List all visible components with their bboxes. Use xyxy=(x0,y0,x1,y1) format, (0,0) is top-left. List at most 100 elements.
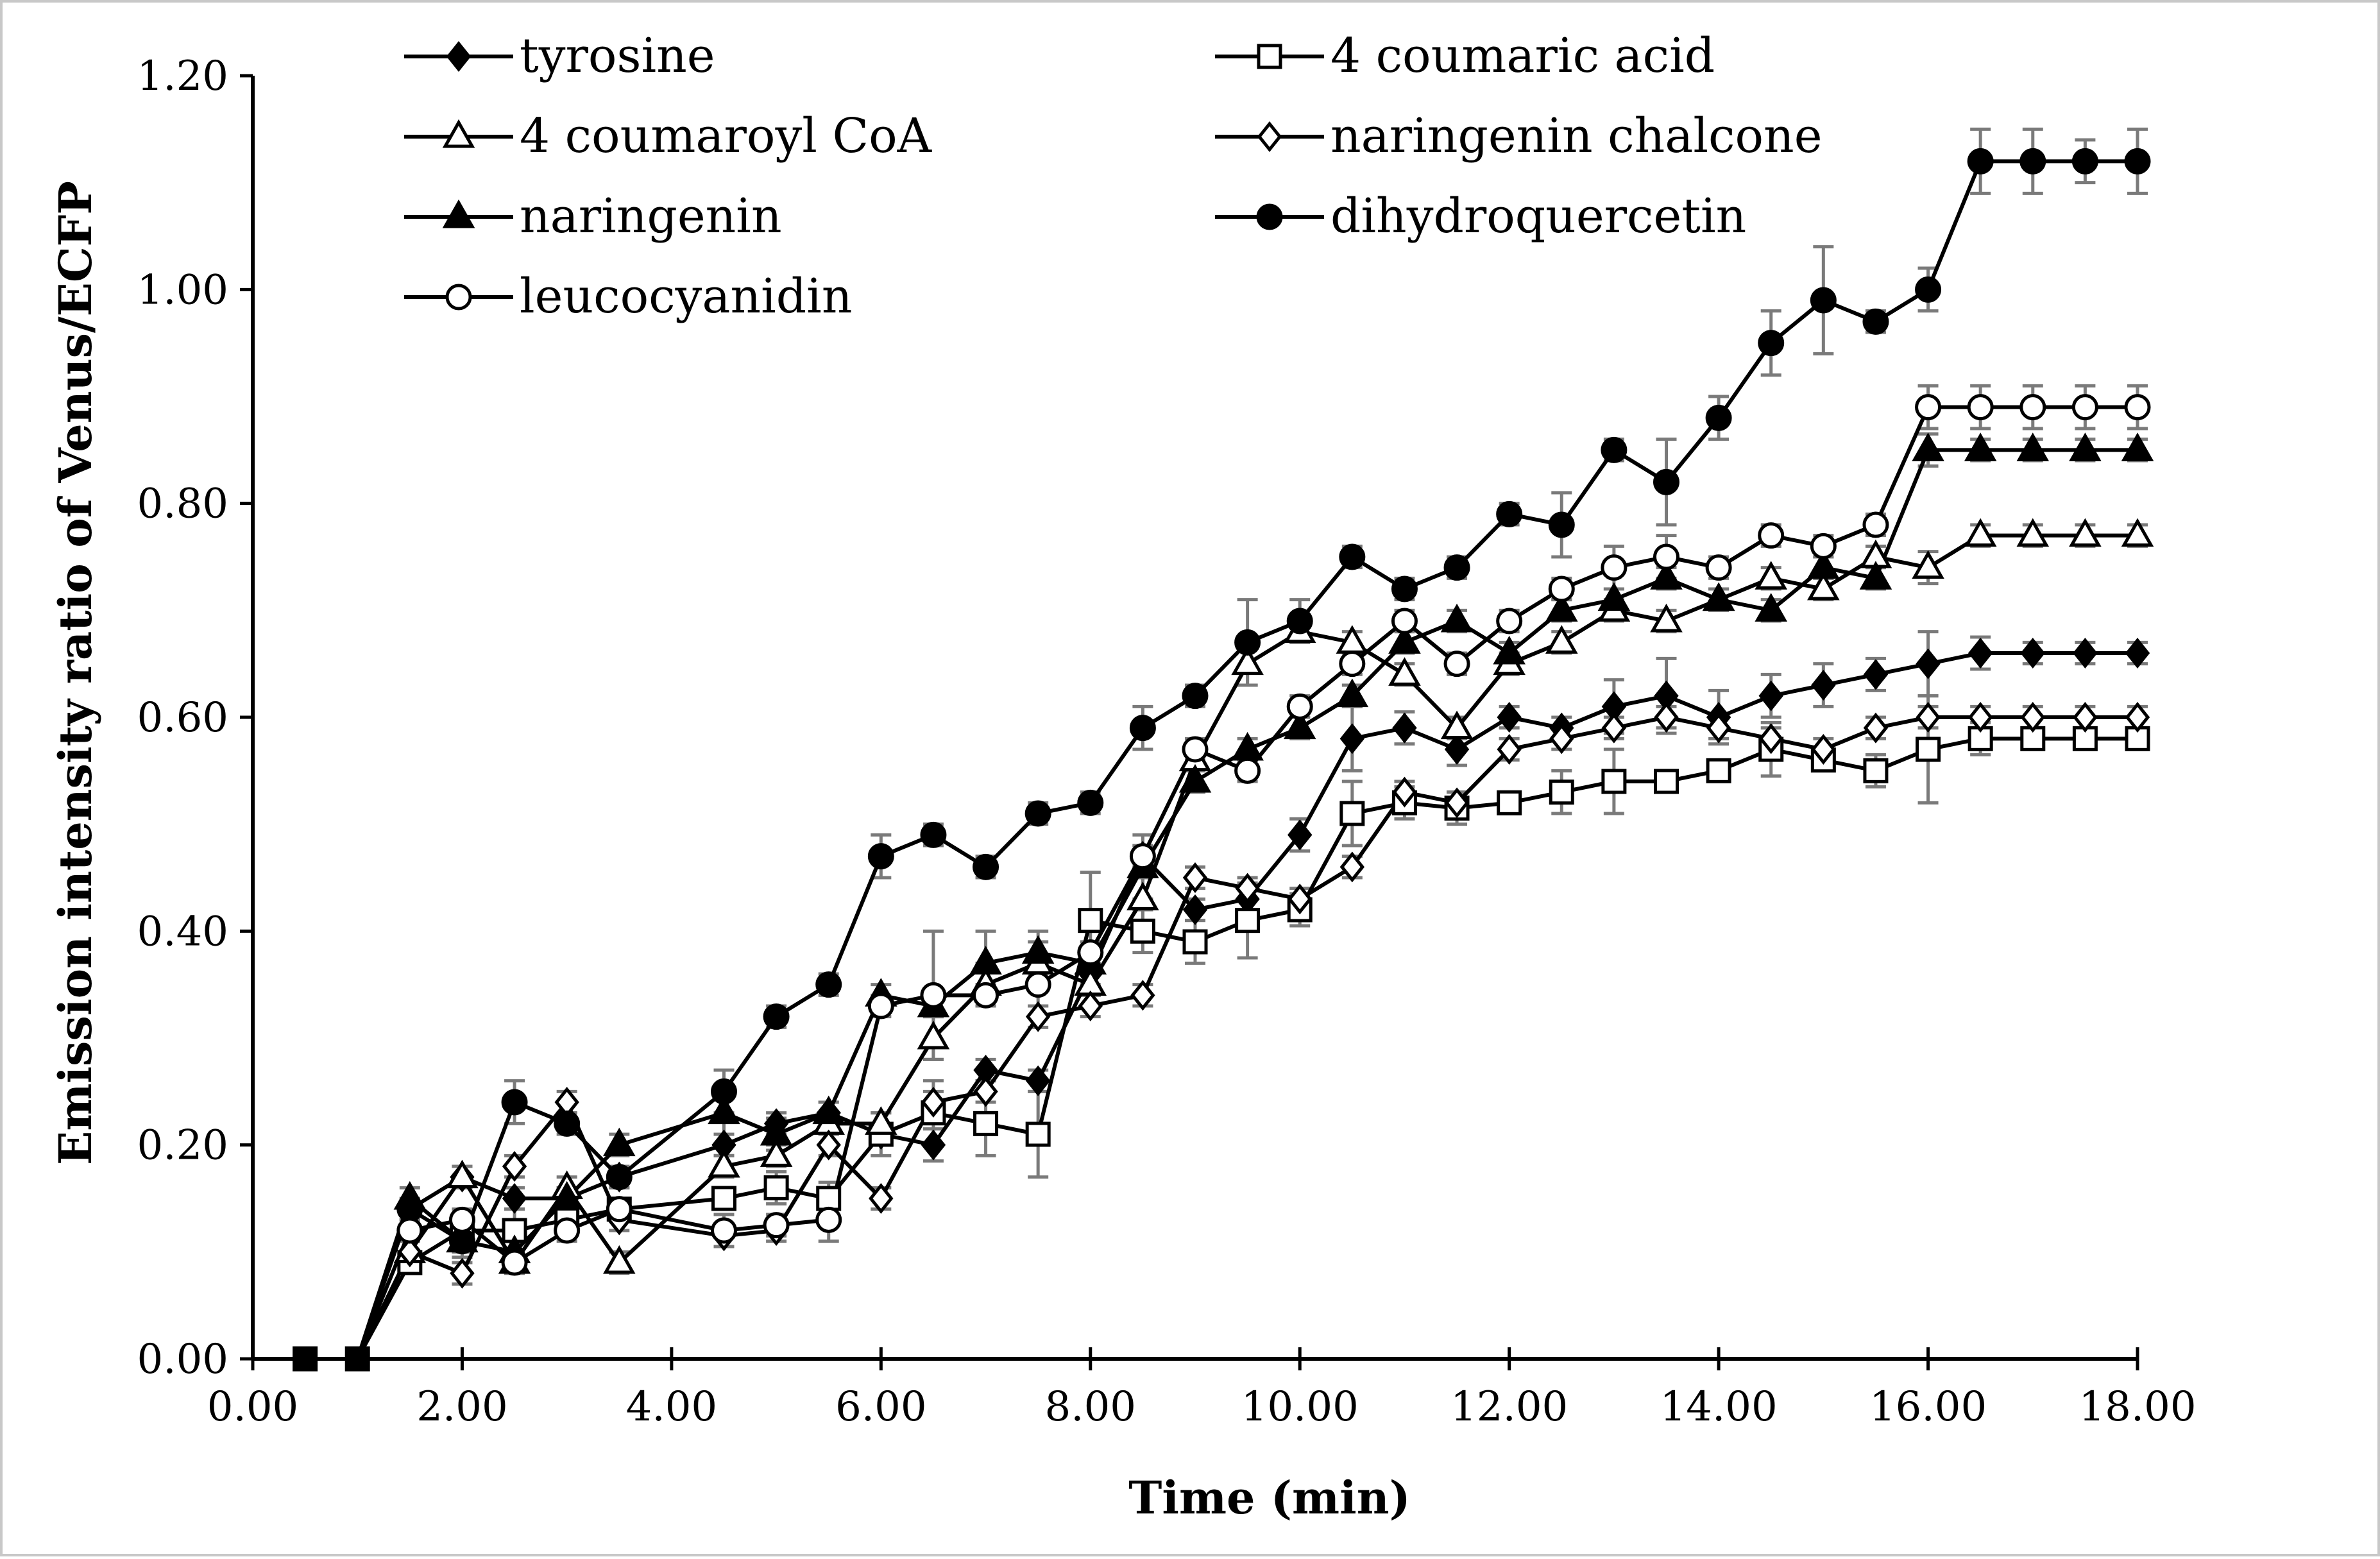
x-tick-label: 12.00 xyxy=(1450,1383,1568,1431)
data-point-tyrosine xyxy=(502,1182,527,1214)
data-point-naringenin xyxy=(1545,593,1578,622)
data-point-naringenin xyxy=(1755,593,1788,622)
y-tick-label: 0.20 xyxy=(137,1122,229,1170)
data-point-leucocyanidin xyxy=(1653,543,1679,570)
legend-swatch-marker xyxy=(1257,121,1282,153)
data-point-dihydroquercetin xyxy=(1234,629,1261,656)
x-tick-label: 2.00 xyxy=(416,1383,508,1431)
series-lines xyxy=(305,159,2138,1361)
data-point-dihydroquercetin xyxy=(606,1164,633,1191)
data-point-naringenin xyxy=(1388,625,1421,654)
data-point-naringenin-chalcone xyxy=(1968,701,1993,733)
data-point-leucocyanidin xyxy=(2071,394,2098,421)
x-tick-label: 8.00 xyxy=(1045,1383,1137,1431)
data-point-leucocyanidin xyxy=(1129,843,1156,870)
data-point-4-coumaroyl-CoA xyxy=(760,1138,793,1167)
data-point-dihydroquercetin xyxy=(2124,148,2151,175)
data-point-leucocyanidin xyxy=(1024,971,1051,998)
data-point-tyrosine xyxy=(1288,819,1313,851)
data-point-dihydroquercetin xyxy=(1653,468,1679,495)
data-point-4-coumaric-acid xyxy=(816,1186,842,1211)
axes xyxy=(251,76,2138,1361)
series-line-4-coumaroyl-CoA xyxy=(305,533,2138,1361)
data-point-naringenin-chalcone xyxy=(1288,883,1313,915)
data-point-4-coumaroyl-CoA xyxy=(2121,518,2154,547)
data-point-naringenin xyxy=(1859,561,1892,590)
data-point-4-coumaric-acid xyxy=(1706,758,1731,783)
legend-label: naringenin xyxy=(520,189,782,244)
data-point-4-coumaric-acid xyxy=(1339,801,1365,826)
data-point-dihydroquercetin xyxy=(1601,436,1628,463)
data-point-tyrosine xyxy=(1916,648,1941,679)
data-point-naringenin xyxy=(1912,432,1944,461)
data-point-4-coumaric-acid xyxy=(1916,737,1941,762)
legend-swatch-marker xyxy=(1256,203,1283,230)
legend-label: 4 coumaric acid xyxy=(1330,28,1715,83)
data-point-dihydroquercetin xyxy=(1024,800,1051,827)
data-point-4-coumaric-acid xyxy=(1235,908,1261,933)
data-point-tyrosine xyxy=(1811,669,1836,701)
x-tick-label: 18.00 xyxy=(2078,1383,2196,1431)
data-point-4-coumaroyl-CoA xyxy=(1126,882,1159,910)
data-point-4-coumaroyl-CoA xyxy=(917,1020,950,1050)
data-point-leucocyanidin xyxy=(1234,757,1261,784)
data-point-4-coumaric-acid xyxy=(763,1175,789,1200)
data-point-leucocyanidin xyxy=(1758,522,1785,549)
legend-label: naringenin chalcone xyxy=(1330,108,1823,164)
data-point-tyrosine xyxy=(921,1129,946,1161)
data-point-naringenin xyxy=(1964,432,1997,461)
data-point-tyrosine xyxy=(2125,637,2150,669)
data-point-naringenin-chalcone xyxy=(2073,701,2098,733)
data-point-4-coumaric-acid xyxy=(1497,790,1522,815)
legend-swatch-marker xyxy=(442,199,475,228)
data-point-4-coumaroyl-CoA xyxy=(1231,646,1264,676)
legend: tyrosine 4 coumaric acid 4 coumaroyl CoA na… xyxy=(404,28,1823,324)
line-chart: 0.00 2.00 4.00 6.00 8.00 10.00 12.00 14.00 16.00… xyxy=(49,28,2197,1524)
data-point-dihydroquercetin xyxy=(1129,715,1156,742)
data-point-naringenin xyxy=(708,1095,740,1125)
data-point-dihydroquercetin xyxy=(1705,404,1732,431)
data-point-4-coumaroyl-CoA xyxy=(1755,561,1788,590)
legend-item-naringenin: naringenin xyxy=(404,189,782,244)
data-point-leucocyanidin xyxy=(2124,394,2151,421)
data-point-dihydroquercetin xyxy=(1548,511,1575,538)
data-point-tyrosine xyxy=(1025,1065,1051,1096)
data-point-leucocyanidin xyxy=(1967,394,1994,421)
data-point-dihydroquercetin xyxy=(448,1228,475,1255)
data-point-dihydroquercetin xyxy=(1182,683,1209,710)
x-tick-label: 14.00 xyxy=(1660,1383,1778,1431)
data-point-4-coumaroyl-CoA xyxy=(2069,518,2102,547)
data-point-naringenin xyxy=(1440,603,1474,633)
data-point-leucocyanidin xyxy=(1496,608,1523,635)
legend-label: leucocyanidin xyxy=(520,269,853,324)
data-point-4-coumaroyl-CoA xyxy=(2016,518,2050,547)
data-point-leucocyanidin xyxy=(920,982,947,1009)
data-point-leucocyanidin xyxy=(867,992,894,1019)
series-line-naringenin-chalcone xyxy=(305,715,2138,1361)
data-point-4-coumaroyl-CoA xyxy=(865,1106,897,1135)
data-point-naringenin-chalcone xyxy=(1025,1001,1051,1032)
data-point-leucocyanidin xyxy=(815,1206,842,1233)
data-point-naringenin-chalcone xyxy=(1916,701,1941,733)
data-point-dihydroquercetin xyxy=(1967,148,1994,175)
data-point-4-coumaric-acid xyxy=(1025,1121,1051,1147)
data-point-leucocyanidin xyxy=(1548,575,1575,602)
data-point-leucocyanidin xyxy=(1705,554,1732,581)
data-point-4-coumaric-acid xyxy=(711,1186,736,1211)
data-point-naringenin xyxy=(969,946,1002,975)
data-point-4-coumaroyl-CoA xyxy=(446,1159,479,1189)
data-point-naringenin-chalcone xyxy=(1130,980,1155,1011)
data-point-dihydroquercetin xyxy=(1286,608,1313,635)
data-point-leucocyanidin xyxy=(1443,651,1470,677)
data-point-naringenin-chalcone xyxy=(397,1236,423,1268)
y-tick-label: 1.20 xyxy=(137,53,229,100)
data-point-dihydroquercetin xyxy=(2071,148,2098,175)
data-point-dihydroquercetin xyxy=(554,1110,581,1137)
data-point-naringenin xyxy=(812,1095,846,1125)
data-point-naringenin xyxy=(1597,582,1631,611)
data-point-leucocyanidin xyxy=(448,1206,475,1233)
data-point-naringenin-chalcone xyxy=(1078,990,1103,1022)
data-point-naringenin-chalcone xyxy=(1339,851,1365,883)
data-point-naringenin xyxy=(1650,561,1683,590)
